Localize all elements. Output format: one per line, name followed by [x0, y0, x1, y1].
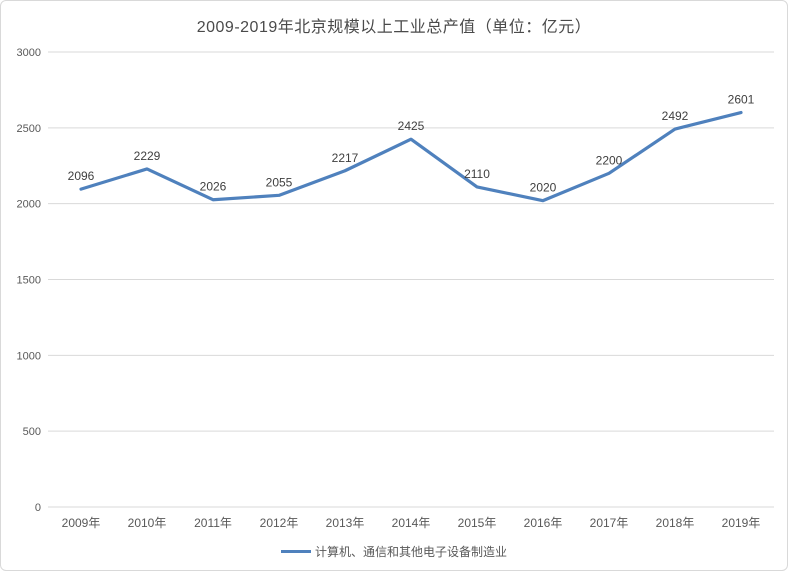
y-axis-tick-label: 500 [23, 426, 41, 438]
data-label: 2055 [266, 175, 293, 189]
x-axis-tick-label: 2014年 [392, 516, 431, 530]
series-line[interactable] [79, 110, 743, 203]
x-axis-tick-label: 2012年 [260, 516, 299, 530]
data-label: 2229 [134, 149, 161, 163]
y-axis-tick-label: 1000 [17, 350, 41, 362]
data-label: 2200 [596, 153, 623, 167]
x-axis-tick-label: 2011年 [194, 516, 232, 530]
legend-line-marker-icon [280, 550, 311, 553]
x-axis-tick-label: 2015年 [458, 516, 497, 530]
data-label: 2601 [728, 93, 755, 107]
data-label: 2425 [398, 119, 425, 133]
y-axis-tick-label: 2000 [17, 199, 41, 211]
data-label: 2217 [332, 151, 359, 165]
x-axis-tick-label: 2013年 [326, 516, 365, 530]
legend-series-label: 计算机、通信和其他电子设备制造业 [314, 545, 507, 559]
chart-title: 2009-2019年北京规模以上工业总产值（单位：亿元） [196, 19, 592, 36]
data-label: 2096 [68, 169, 95, 183]
y-axis-tick-label: 1500 [17, 275, 41, 287]
x-axis-tick-label: 2009年 [62, 516, 101, 530]
x-axis-tick-label: 2017年 [590, 516, 629, 530]
data-label: 2110 [464, 167, 490, 181]
data-label: 2020 [530, 181, 557, 195]
x-axis-tick-label: 2018年 [656, 516, 695, 530]
x-axis-tick-label: 2019年 [722, 516, 761, 530]
data-label: 2492 [662, 109, 689, 123]
data-label: 2026 [200, 180, 227, 194]
y-axis-tick-label: 3000 [17, 47, 41, 59]
y-axis-tick-label: 2500 [17, 123, 41, 135]
legend: 计算机、通信和其他电子设备制造业 [1, 543, 787, 560]
x-axis-tick-label: 2016年 [524, 516, 563, 530]
y-axis-tick-label: 0 [35, 502, 41, 514]
x-axis-tick-label: 2010年 [128, 516, 167, 530]
